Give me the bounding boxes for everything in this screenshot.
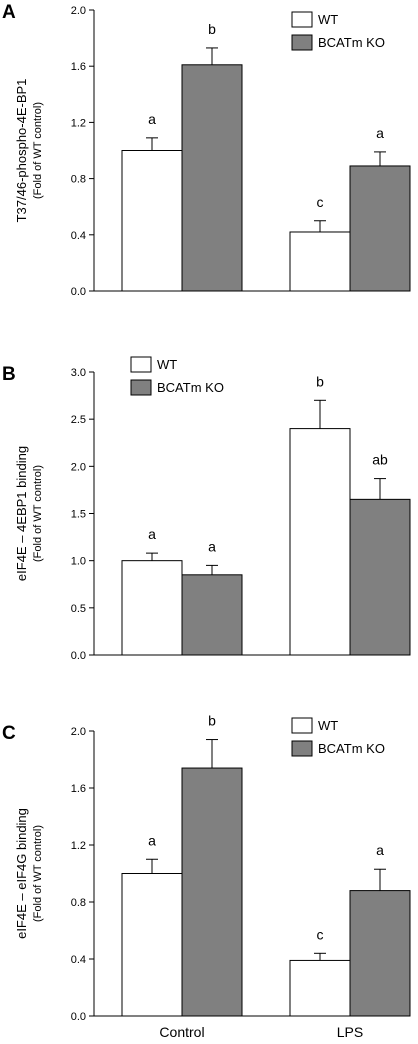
bar-ko-control [181, 574, 243, 656]
y-axis-sublabel: (Fold of WT control) [32, 825, 44, 922]
significance-label: ab [372, 452, 388, 468]
significance-label: a [148, 526, 156, 542]
y-tick-label: 0.0 [71, 650, 86, 662]
panel-letter: B [2, 364, 16, 385]
legend-swatch-wt [291, 11, 313, 28]
x-category-label: LPS [337, 1024, 363, 1040]
bar-ko-lps [349, 498, 411, 656]
bar-ko-lps [349, 890, 411, 1017]
legend-label: BCATm KO [318, 35, 385, 50]
bar-ko-control [181, 767, 243, 1017]
panel-letter: C [2, 723, 16, 744]
bar-wt-lps [289, 428, 351, 656]
y-axis-label: eIF4E – eIF4G binding [14, 808, 29, 939]
y-tick-label: 3.0 [71, 367, 86, 379]
legend-label: WT [157, 357, 177, 372]
significance-label: a [376, 125, 384, 141]
legend-label: WT [318, 718, 338, 733]
panel-letter: A [2, 2, 16, 23]
significance-label: a [148, 832, 156, 848]
y-tick-label: 2.0 [71, 461, 86, 473]
y-tick-label: 2.0 [71, 726, 86, 738]
significance-label: b [208, 713, 216, 729]
y-axis-label: T37/46-phospho-4E-BP1 [14, 79, 29, 223]
y-tick-label: 1.2 [71, 840, 86, 852]
y-tick-label: 0.0 [71, 286, 86, 298]
bar-wt-lps [289, 231, 351, 292]
bar-wt-lps [289, 959, 351, 1017]
y-tick-label: 0.0 [71, 1011, 86, 1023]
significance-label: a [376, 842, 384, 858]
y-axis-label: eIF4E – 4EBP1 binding [14, 446, 29, 581]
bar-wt-control [121, 560, 183, 656]
significance-label: a [148, 111, 156, 127]
y-tick-label: 1.6 [71, 61, 86, 73]
y-tick-label: 2.0 [71, 5, 86, 17]
y-axis-sublabel: (Fold of WT control) [32, 465, 44, 562]
y-axis-sublabel: (Fold of WT control) [32, 102, 44, 199]
significance-label: c [317, 926, 324, 942]
y-tick-label: 0.5 [71, 603, 86, 615]
significance-label: b [208, 21, 216, 37]
bar-ko-lps [349, 165, 411, 292]
legend-label: WT [318, 12, 338, 27]
x-category-label: Control [159, 1024, 204, 1040]
legend-swatch-ko [291, 34, 313, 51]
significance-label: a [208, 538, 216, 554]
panel-a: A T37/46-phospho-4E-BP1 (Fold of WT contro… [2, 2, 411, 298]
legend-swatch-ko [130, 379, 152, 396]
y-tick-label: 1.6 [71, 783, 86, 795]
legend-swatch-wt [291, 717, 313, 734]
y-tick-label: 1.2 [71, 117, 86, 129]
bar-wt-control [121, 873, 183, 1017]
bar-ko-control [181, 64, 243, 292]
legend-label: BCATm KO [157, 380, 224, 395]
bar-wt-control [121, 150, 183, 292]
legend-swatch-wt [130, 356, 152, 373]
y-tick-label: 1.0 [71, 556, 86, 568]
significance-label: b [316, 373, 324, 389]
legend-label: BCATm KO [318, 741, 385, 756]
y-tick-label: 1.5 [71, 509, 86, 521]
y-tick-label: 0.4 [71, 954, 86, 966]
y-tick-label: 0.8 [71, 174, 86, 186]
y-tick-label: 0.8 [71, 897, 86, 909]
y-tick-label: 0.4 [71, 230, 86, 242]
legend-swatch-ko [291, 740, 313, 757]
y-tick-label: 2.5 [71, 414, 86, 426]
significance-label: c [317, 194, 324, 210]
